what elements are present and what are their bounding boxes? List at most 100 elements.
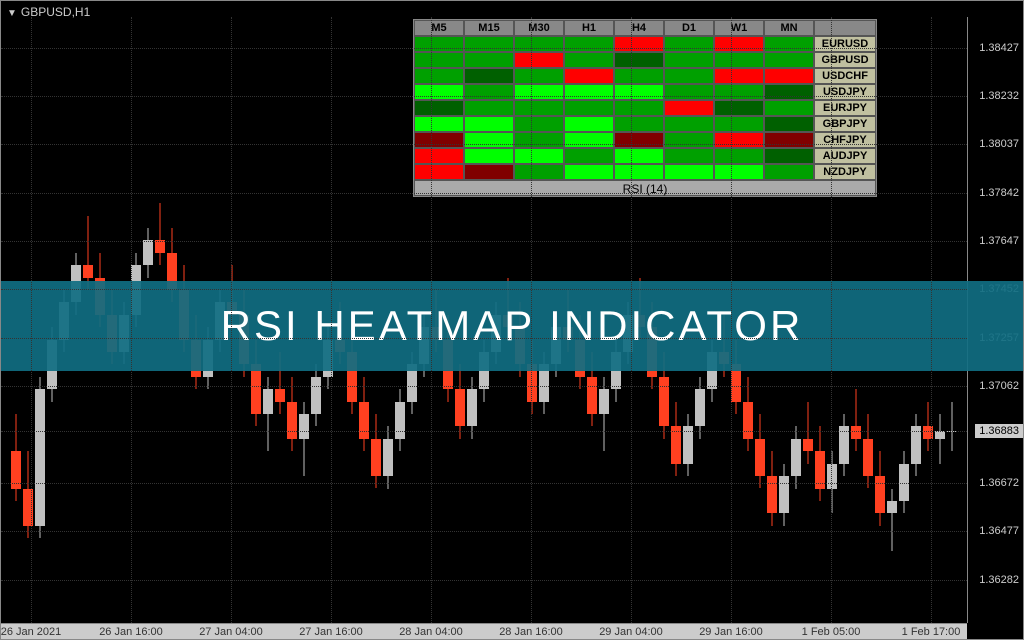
heatmap-cell[interactable]	[714, 132, 764, 148]
grid-line	[1, 386, 967, 387]
heatmap-cell[interactable]	[514, 164, 564, 180]
heatmap-cell[interactable]	[714, 84, 764, 100]
heatmap-cell[interactable]	[464, 84, 514, 100]
chart-container[interactable]: GBPUSD,H1 1.384271.382321.380371.378421.…	[0, 0, 1024, 640]
heatmap-cell[interactable]	[464, 52, 514, 68]
heatmap-cell[interactable]	[414, 164, 464, 180]
heatmap-cell[interactable]	[614, 84, 664, 100]
heatmap-cell[interactable]	[464, 132, 514, 148]
heatmap-cell[interactable]	[614, 68, 664, 84]
price-label: 1.36477	[979, 525, 1019, 537]
heatmap-cell[interactable]	[464, 68, 514, 84]
rsi-heatmap-panel[interactable]: M5M15M30H1H4D1W1MNEURUSDGBPUSDUSDCHFUSDJ…	[413, 19, 877, 197]
grid-line	[431, 17, 432, 623]
heatmap-cell[interactable]	[714, 52, 764, 68]
price-label: 1.37647	[979, 235, 1019, 247]
heatmap-cell[interactable]	[764, 68, 814, 84]
heatmap-cell[interactable]	[414, 148, 464, 164]
heatmap-cell[interactable]	[664, 116, 714, 132]
heatmap-cell[interactable]	[664, 132, 714, 148]
heatmap-pair-label: EURJPY	[814, 100, 876, 116]
heatmap-cell[interactable]	[764, 148, 814, 164]
heatmap-cell[interactable]	[564, 132, 614, 148]
time-label: 27 Jan 16:00	[299, 626, 363, 638]
time-label: 29 Jan 04:00	[599, 626, 663, 638]
heatmap-cell[interactable]	[564, 84, 614, 100]
heatmap-cell[interactable]	[514, 132, 564, 148]
heatmap-cell[interactable]	[664, 84, 714, 100]
title-banner: RSI HEATMAP INDICATOR	[1, 281, 1023, 371]
grid-line	[631, 17, 632, 623]
heatmap-cell[interactable]	[664, 164, 714, 180]
heatmap-cell[interactable]	[414, 36, 464, 52]
heatmap-cell[interactable]	[514, 36, 564, 52]
heatmap-cell[interactable]	[764, 132, 814, 148]
heatmap-cell[interactable]	[414, 116, 464, 132]
heatmap-cell[interactable]	[414, 100, 464, 116]
heatmap-cell[interactable]	[614, 52, 664, 68]
heatmap-cell[interactable]	[564, 116, 614, 132]
heatmap-cell[interactable]	[464, 148, 514, 164]
heatmap-cell[interactable]	[514, 116, 564, 132]
heatmap-cell[interactable]	[564, 68, 614, 84]
heatmap-cell[interactable]	[614, 132, 664, 148]
heatmap-cell[interactable]	[414, 68, 464, 84]
price-label: 1.37062	[979, 380, 1019, 392]
time-axis: 26 Jan 202126 Jan 16:0027 Jan 04:0027 Ja…	[1, 623, 967, 639]
heatmap-cell[interactable]	[514, 84, 564, 100]
heatmap-cell[interactable]	[714, 68, 764, 84]
heatmap-cell[interactable]	[614, 36, 664, 52]
grid-line	[1, 96, 967, 97]
heatmap-cell[interactable]	[614, 100, 664, 116]
heatmap-cell[interactable]	[464, 100, 514, 116]
heatmap-cell[interactable]	[464, 164, 514, 180]
heatmap-cell[interactable]	[514, 68, 564, 84]
heatmap-cell[interactable]	[464, 36, 514, 52]
heatmap-cell[interactable]	[514, 148, 564, 164]
heatmap-cell[interactable]	[764, 116, 814, 132]
grid-line	[1, 431, 967, 432]
heatmap-cell[interactable]	[414, 84, 464, 100]
grid-line	[931, 17, 932, 623]
heatmap-cell[interactable]	[664, 52, 714, 68]
grid-line	[1, 241, 967, 242]
heatmap-cell[interactable]	[564, 52, 614, 68]
heatmap-cell[interactable]	[764, 36, 814, 52]
heatmap-cell[interactable]	[464, 116, 514, 132]
heatmap-cell[interactable]	[514, 52, 564, 68]
heatmap-cell[interactable]	[564, 36, 614, 52]
heatmap-cell[interactable]	[714, 116, 764, 132]
heatmap-cell[interactable]	[764, 164, 814, 180]
price-label: 1.37842	[979, 187, 1019, 199]
heatmap-timeframe-header: H4	[614, 20, 664, 36]
heatmap-cell[interactable]	[564, 164, 614, 180]
grid-line	[1, 289, 967, 290]
heatmap-cell[interactable]	[664, 148, 714, 164]
time-label: 1 Feb 05:00	[802, 626, 861, 638]
heatmap-cell[interactable]	[414, 52, 464, 68]
heatmap-cell[interactable]	[514, 100, 564, 116]
heatmap-cell[interactable]	[714, 36, 764, 52]
grid-line	[731, 17, 732, 623]
heatmap-cell[interactable]	[764, 52, 814, 68]
heatmap-cell[interactable]	[664, 68, 714, 84]
heatmap-cell[interactable]	[614, 116, 664, 132]
heatmap-cell[interactable]	[664, 36, 714, 52]
heatmap-pair-label: USDJPY	[814, 84, 876, 100]
price-label: 1.38037	[979, 138, 1019, 150]
heatmap-cell[interactable]	[664, 100, 714, 116]
heatmap-cell[interactable]	[764, 84, 814, 100]
heatmap-cell[interactable]	[564, 148, 614, 164]
heatmap-cell[interactable]	[714, 100, 764, 116]
grid-line	[1, 580, 967, 581]
heatmap-cell[interactable]	[614, 164, 664, 180]
heatmap-cell[interactable]	[564, 100, 614, 116]
heatmap-cell[interactable]	[714, 148, 764, 164]
heatmap-cell[interactable]	[614, 148, 664, 164]
grid-line	[531, 17, 532, 623]
heatmap-timeframe-header: D1	[664, 20, 714, 36]
heatmap-cell[interactable]	[764, 100, 814, 116]
heatmap-cell[interactable]	[414, 132, 464, 148]
heatmap-cell[interactable]	[714, 164, 764, 180]
banner-text: RSI HEATMAP INDICATOR	[221, 302, 804, 350]
